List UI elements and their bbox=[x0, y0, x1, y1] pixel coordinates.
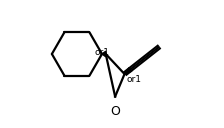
Text: or1: or1 bbox=[126, 74, 141, 84]
Polygon shape bbox=[102, 51, 106, 57]
Polygon shape bbox=[125, 68, 132, 74]
Text: or1: or1 bbox=[95, 48, 110, 57]
Text: O: O bbox=[110, 105, 120, 118]
